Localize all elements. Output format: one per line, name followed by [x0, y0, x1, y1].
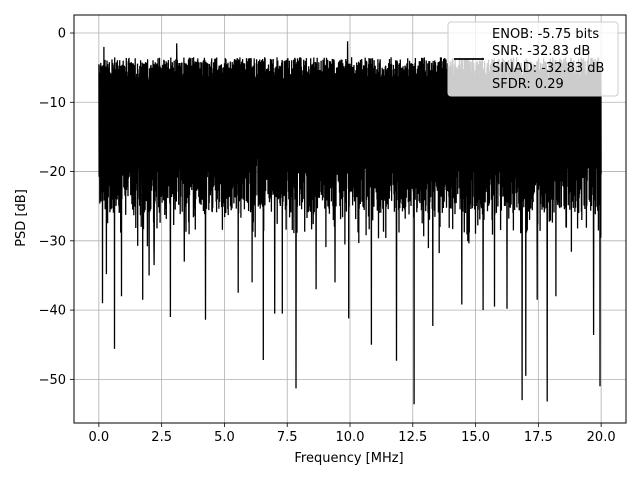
- y-tick-label: 0: [58, 27, 66, 42]
- y-tick-label: −30: [39, 234, 66, 249]
- x-tick-label: 12.5: [398, 430, 427, 445]
- x-axis-ticks: 0.0 2.5 5.0 7.5 10.0 12.5 15.0 17.5 20.0: [89, 423, 616, 445]
- legend: ENOB: -5.75 bits SNR: -32.83 dB SINAD: -…: [447, 21, 619, 97]
- x-tick-label: 2.5: [151, 430, 172, 445]
- y-tick-label: −10: [39, 96, 66, 111]
- x-tick-label: 20.0: [587, 430, 616, 445]
- x-tick-label: 5.0: [214, 430, 235, 445]
- legend-entry-sfdr: SFDR: 0.29: [492, 77, 564, 92]
- y-axis-label: PSD [dB]: [14, 189, 29, 247]
- x-axis-label: Frequency [MHz]: [294, 451, 403, 466]
- x-tick-label: 10.0: [336, 430, 365, 445]
- y-tick-label: −40: [39, 304, 66, 319]
- x-tick-label: 7.5: [277, 430, 298, 445]
- y-axis-ticks: 0 −10 −20 −30 −40 −50: [39, 27, 74, 388]
- legend-entry-snr: SNR: -32.83 dB: [492, 44, 590, 59]
- legend-entry-enob: ENOB: -5.75 bits: [492, 27, 599, 42]
- y-tick-label: −50: [39, 373, 66, 388]
- legend-box: [447, 21, 619, 97]
- legend-entry-sinad: SINAD: -32.83 dB: [492, 61, 604, 76]
- x-tick-label: 0.0: [89, 430, 110, 445]
- x-tick-label: 15.0: [461, 430, 490, 445]
- y-tick-label: −20: [39, 165, 66, 180]
- x-tick-label: 17.5: [524, 430, 553, 445]
